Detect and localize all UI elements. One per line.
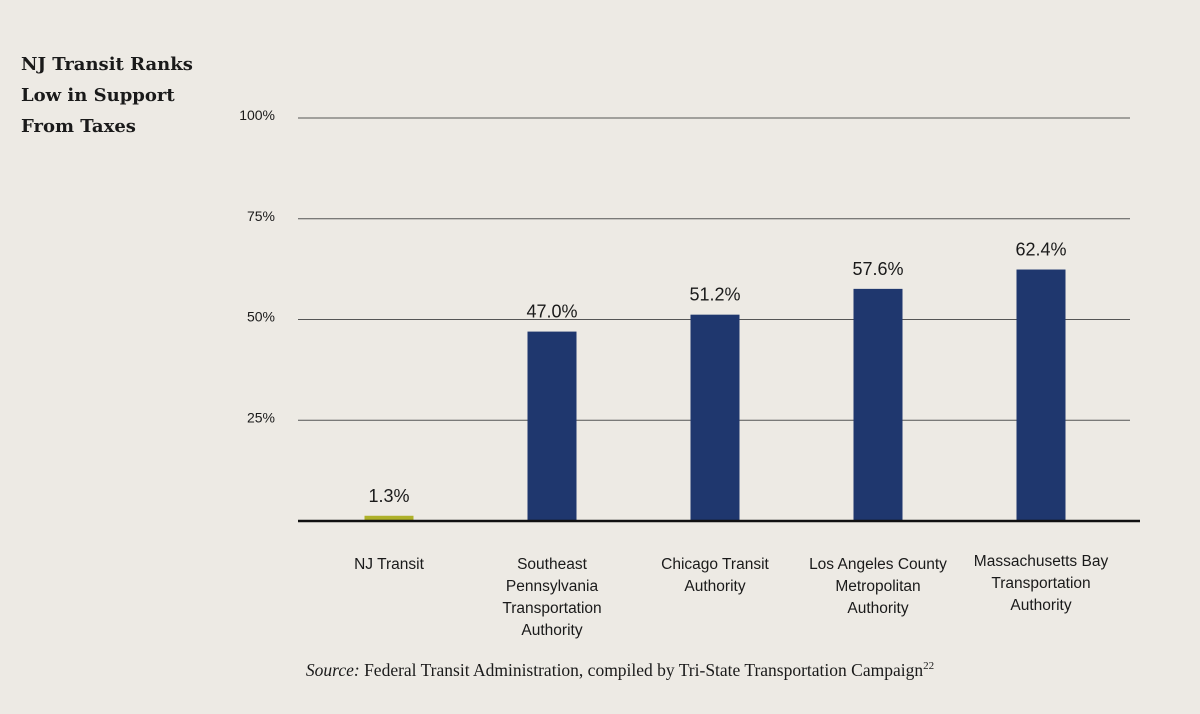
source-label: Source: — [305, 660, 360, 680]
title-line-2: Low in Support — [21, 85, 175, 106]
x-tick-label-line: Transportation — [502, 600, 601, 617]
y-tick-label: 50% — [247, 309, 275, 325]
y-tick-label: 100% — [239, 107, 275, 123]
x-tick-label-line: Chicago Transit — [661, 556, 769, 573]
x-tick-label-line: Authority — [847, 600, 908, 617]
x-tick-label-line: Authority — [684, 578, 745, 595]
x-tick-label-line: NJ Transit — [354, 556, 424, 573]
x-tick-label-line: Southeast — [517, 556, 587, 573]
bar — [364, 515, 414, 521]
x-tick-label-line: Pennsylvania — [506, 578, 599, 595]
x-tick-label: Massachusetts Bay Transportation Authority — [974, 553, 1109, 614]
x-tick-label-line: Los Angeles County — [809, 556, 947, 573]
x-tick-label-line: Authority — [521, 622, 582, 639]
chart-title: NJ Transit Ranks Low in Support From Tax… — [21, 49, 221, 142]
source-text: Federal Transit Administration, compiled… — [364, 660, 924, 680]
data-label: 62.4% — [1015, 240, 1066, 260]
bar — [853, 288, 903, 521]
y-tick-label: 75% — [247, 208, 275, 224]
x-tick-label-line: Authority — [1010, 597, 1071, 614]
source-note: Source: Federal Transit Administration, … — [0, 660, 1200, 681]
data-label: 1.3% — [368, 486, 409, 506]
data-label: 47.0% — [526, 302, 577, 322]
bar — [527, 331, 577, 521]
x-tick-label: Los Angeles County Metropolitan Authority — [809, 556, 947, 617]
x-tick-label: Chicago Transit Authority — [661, 556, 769, 595]
source-footnote: 22 — [923, 660, 935, 672]
bar — [1016, 269, 1066, 521]
title-line-1: NJ Transit Ranks — [21, 54, 193, 75]
y-tick-label: 25% — [247, 409, 275, 425]
data-label: 57.6% — [852, 259, 903, 279]
x-tick-label: NJ Transit — [354, 556, 424, 573]
x-tick-label-line: Transportation — [991, 575, 1090, 592]
data-label: 51.2% — [689, 285, 740, 305]
x-tick-label: Southeast Pennsylvania Transportation Autho… — [502, 556, 601, 639]
bar — [690, 314, 740, 521]
x-tick-label-line: Massachusetts Bay — [974, 553, 1109, 570]
x-tick-label-line: Metropolitan — [835, 578, 920, 595]
title-line-3: From Taxes — [21, 116, 136, 137]
